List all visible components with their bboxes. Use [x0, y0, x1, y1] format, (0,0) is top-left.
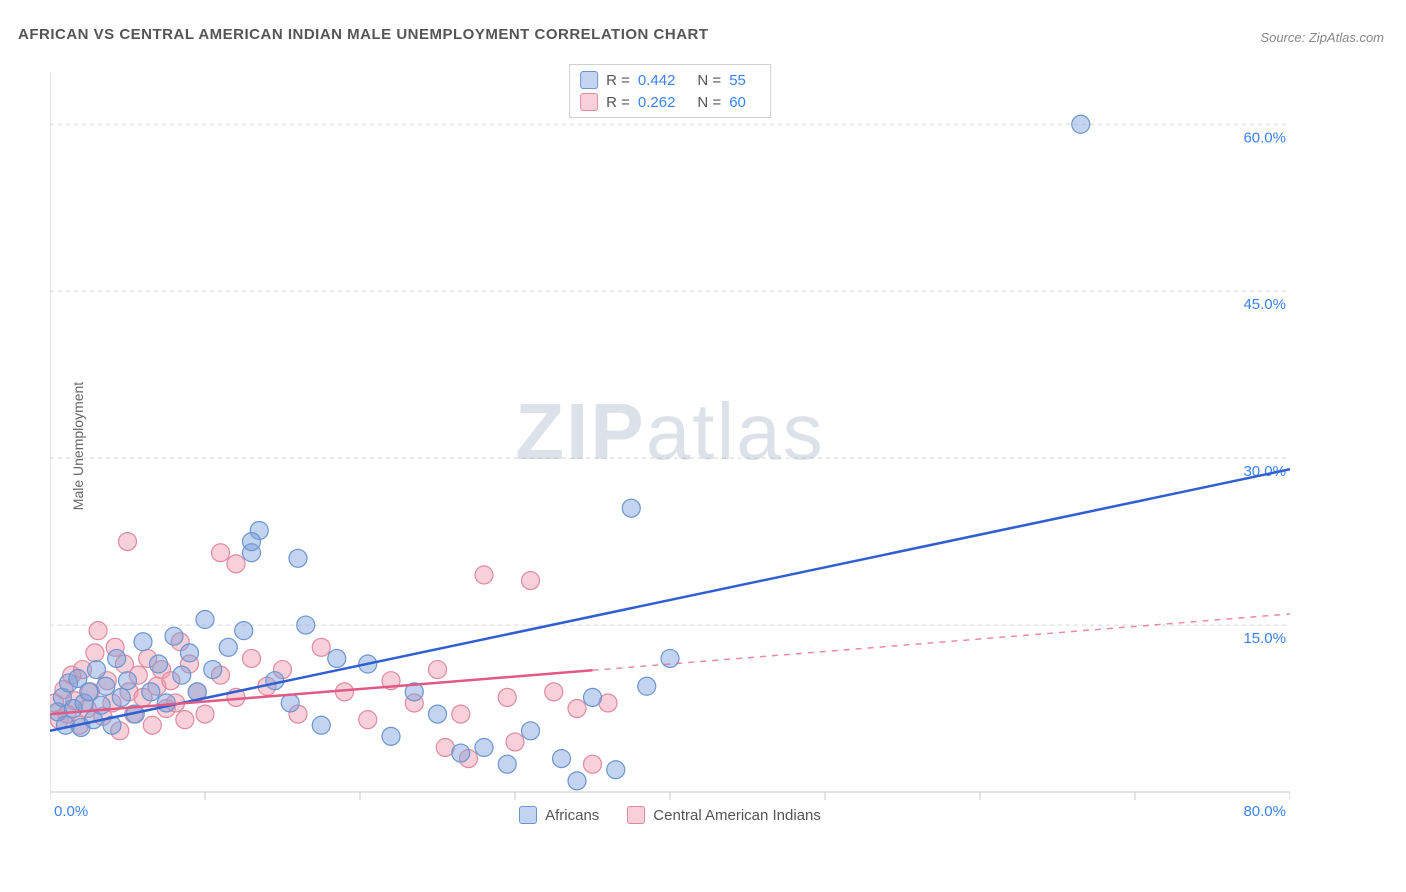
n-value-cai: 60 — [729, 94, 746, 111]
data-point-africans — [219, 638, 237, 656]
data-point-africans — [638, 677, 656, 695]
data-point-cai — [452, 705, 470, 723]
data-point-africans — [522, 722, 540, 740]
data-point-africans — [607, 761, 625, 779]
data-point-africans — [173, 666, 191, 684]
data-point-cai — [143, 716, 161, 734]
data-point-cai — [475, 566, 493, 584]
r-label: R = — [606, 94, 630, 111]
data-point-africans — [281, 694, 299, 712]
data-point-africans — [584, 688, 602, 706]
chart-title: AFRICAN VS CENTRAL AMERICAN INDIAN MALE … — [18, 26, 709, 43]
y-grid-label: 45.0% — [1243, 296, 1286, 313]
data-point-cai — [212, 544, 230, 562]
data-point-africans — [297, 616, 315, 634]
swatch-africans — [580, 71, 598, 89]
trend-line-africans — [50, 469, 1290, 731]
data-point-africans — [181, 644, 199, 662]
data-point-cai — [429, 661, 447, 679]
data-point-africans — [266, 672, 284, 690]
data-point-africans — [88, 661, 106, 679]
r-value-africans: 0.442 — [638, 72, 676, 89]
plot-area: 15.0%30.0%45.0%60.0%0.0%80.0% ZIPatlas R… — [50, 62, 1290, 832]
n-label: N = — [697, 72, 721, 89]
y-grid-label: 60.0% — [1243, 129, 1286, 146]
data-point-africans — [622, 499, 640, 517]
data-point-cai — [522, 572, 540, 590]
data-point-cai — [196, 705, 214, 723]
data-point-africans — [312, 716, 330, 734]
data-point-africans — [382, 727, 400, 745]
legend-label-africans: Africans — [545, 807, 599, 824]
data-point-cai — [227, 555, 245, 573]
data-point-africans — [328, 649, 346, 667]
swatch-africans — [519, 806, 537, 824]
data-point-africans — [429, 705, 447, 723]
data-point-africans — [235, 622, 253, 640]
data-point-cai — [359, 711, 377, 729]
legend-item-cai: Central American Indians — [627, 806, 821, 824]
data-point-africans — [452, 744, 470, 762]
data-point-africans — [243, 533, 261, 551]
data-point-cai — [89, 622, 107, 640]
data-point-africans — [475, 738, 493, 756]
data-point-africans — [553, 750, 571, 768]
data-point-cai — [545, 683, 563, 701]
data-point-africans — [97, 677, 115, 695]
data-point-cai — [86, 644, 104, 662]
data-point-africans — [196, 611, 214, 629]
data-point-cai — [119, 533, 137, 551]
r-label: R = — [606, 72, 630, 89]
stats-row-cai: R = 0.262 N = 60 — [580, 91, 760, 113]
data-point-africans — [568, 772, 586, 790]
legend-label-cai: Central American Indians — [653, 807, 821, 824]
data-point-africans — [142, 683, 160, 701]
swatch-cai — [580, 93, 598, 111]
stats-row-africans: R = 0.442 N = 55 — [580, 69, 760, 91]
data-point-cai — [506, 733, 524, 751]
data-point-africans — [108, 649, 126, 667]
swatch-cai — [627, 806, 645, 824]
data-point-cai — [243, 649, 261, 667]
correlation-stats-box: R = 0.442 N = 55 R = 0.262 N = 60 — [569, 64, 771, 118]
data-point-cai — [498, 688, 516, 706]
n-label: N = — [697, 94, 721, 111]
data-point-africans — [498, 755, 516, 773]
y-grid-label: 15.0% — [1243, 630, 1286, 647]
source-attribution: Source: ZipAtlas.com — [1260, 30, 1384, 45]
legend-item-africans: Africans — [519, 806, 599, 824]
n-value-africans: 55 — [729, 72, 746, 89]
series-legend: Africans Central American Indians — [50, 806, 1290, 824]
data-point-africans — [119, 672, 137, 690]
data-point-africans — [1072, 115, 1090, 133]
data-point-cai — [584, 755, 602, 773]
data-point-cai — [568, 700, 586, 718]
data-point-cai — [312, 638, 330, 656]
r-value-cai: 0.262 — [638, 94, 676, 111]
trend-line-dashed-cai — [593, 614, 1291, 670]
data-point-africans — [289, 549, 307, 567]
data-point-africans — [204, 661, 222, 679]
data-point-africans — [134, 633, 152, 651]
data-point-cai — [176, 711, 194, 729]
scatter-chart-svg: 15.0%30.0%45.0%60.0%0.0%80.0% — [50, 62, 1290, 832]
data-point-africans — [165, 627, 183, 645]
data-point-africans — [150, 655, 168, 673]
data-point-africans — [112, 688, 130, 706]
